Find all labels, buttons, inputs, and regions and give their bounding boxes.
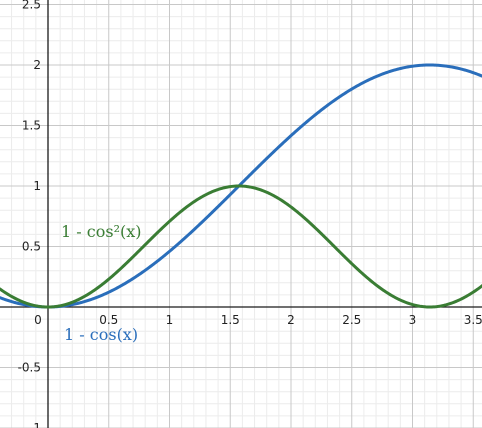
x-tick-label: 2	[287, 313, 295, 327]
x-tick-label: 1.5	[221, 313, 240, 327]
series-line-1-minus-cos-squared	[0, 184, 482, 309]
y-tick-label: 2	[33, 58, 41, 72]
y-tick-label: -0.5	[18, 361, 41, 375]
x-tick-label: 3	[409, 313, 417, 327]
y-tick-label: 1	[33, 179, 41, 193]
y-tick-labels: 1 -0.5 0.5 1 1.5 2 2.5	[18, 0, 41, 428]
y-tick-label: 1.5	[22, 119, 41, 133]
series-line-1-minus-cos	[0, 63, 482, 309]
y-tick-label: 1	[33, 421, 41, 428]
y-tick-label: 0.5	[22, 240, 41, 254]
y-tick-label: 2.5	[22, 0, 41, 12]
curve-label-1-minus-cos: 1 - cos(x)	[64, 325, 138, 344]
x-tick-label: 0.5	[99, 313, 118, 327]
x-tick-label: 3.5	[464, 313, 482, 327]
x-tick-label: 2.5	[342, 313, 361, 327]
curves	[0, 63, 482, 309]
x-tick-labels: 0 0.5 1 1.5 2 2.5 3 3.5	[34, 313, 482, 327]
x-tick-label: 0	[34, 313, 42, 327]
curve-label-1-minus-cos-squared: 1 - cos²(x)	[61, 222, 141, 241]
x-tick-label: 1	[166, 313, 174, 327]
